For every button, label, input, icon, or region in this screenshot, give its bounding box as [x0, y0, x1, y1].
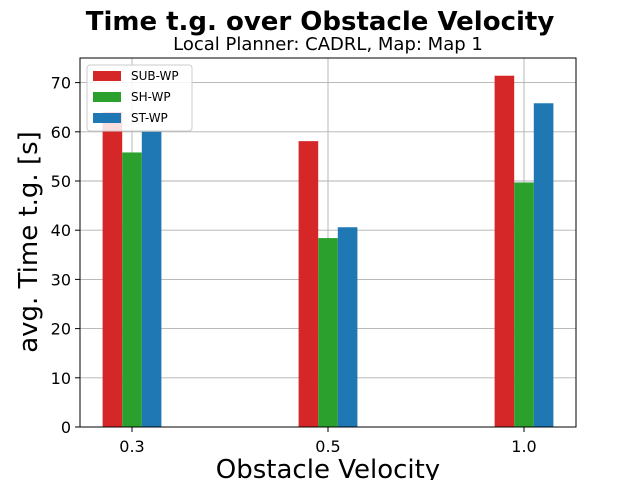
x-tick-label: 0.3 — [119, 437, 144, 456]
x-axis-label: Obstacle Velocity — [216, 455, 440, 480]
x-tick-label: 1.0 — [511, 437, 536, 456]
y-tick-label: 20 — [51, 320, 71, 339]
y-tick-label: 0 — [61, 418, 71, 437]
y-tick-label: 70 — [51, 74, 71, 93]
axis-ticks: 0 10 20 30 40 50 60 70 0.3 0.5 1.0 — [51, 74, 537, 456]
bars — [102, 75, 554, 428]
y-tick-label: 60 — [51, 123, 71, 142]
y-tick-label: 10 — [51, 369, 71, 388]
bar-sh-wp-0.5 — [318, 238, 338, 427]
chart-title: Time t.g. over Obstacle Velocity — [86, 7, 555, 37]
legend-swatch-sh-wp — [93, 92, 121, 102]
chart-subtitle: Local Planner: CADRL, Map: Map 1 — [173, 34, 483, 55]
bar-sh-wp-0.3 — [122, 152, 142, 428]
bar-sub-wp-0.3 — [102, 112, 123, 428]
y-tick-label: 50 — [51, 172, 71, 191]
bar-sub-wp-0.5 — [298, 141, 319, 427]
legend-swatch-st-wp — [93, 113, 121, 123]
bar-st-wp-0.3 — [141, 131, 162, 428]
legend-label-st-wp: ST-WP — [131, 111, 168, 125]
bar-st-wp-1.0 — [533, 103, 554, 427]
legend: SUB-WP SH-WP ST-WP — [86, 64, 193, 132]
legend-label-sh-wp: SH-WP — [131, 90, 171, 104]
legend-label-sub-wp: SUB-WP — [131, 69, 179, 83]
bar-sub-wp-1.0 — [494, 75, 515, 427]
x-tick-label: 0.5 — [315, 437, 340, 456]
y-tick-label: 30 — [51, 270, 71, 289]
y-tick-label: 40 — [51, 221, 71, 240]
legend-swatch-sub-wp — [93, 71, 121, 81]
bar-sh-wp-1.0 — [514, 182, 534, 427]
bar-st-wp-0.5 — [337, 227, 358, 427]
y-axis-label: avg. Time t.g. [s] — [14, 131, 44, 353]
